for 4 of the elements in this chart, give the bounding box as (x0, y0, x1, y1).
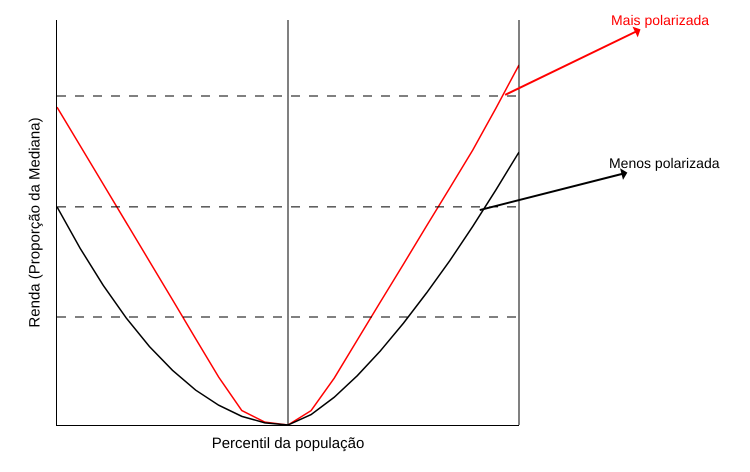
x-axis-title: Percentil da população (212, 435, 364, 452)
text: Mais polarizada (611, 12, 710, 28)
text: Menos polarizada (609, 155, 720, 171)
y-axis-title: Renda (Proporção da Mediana) (26, 117, 44, 328)
